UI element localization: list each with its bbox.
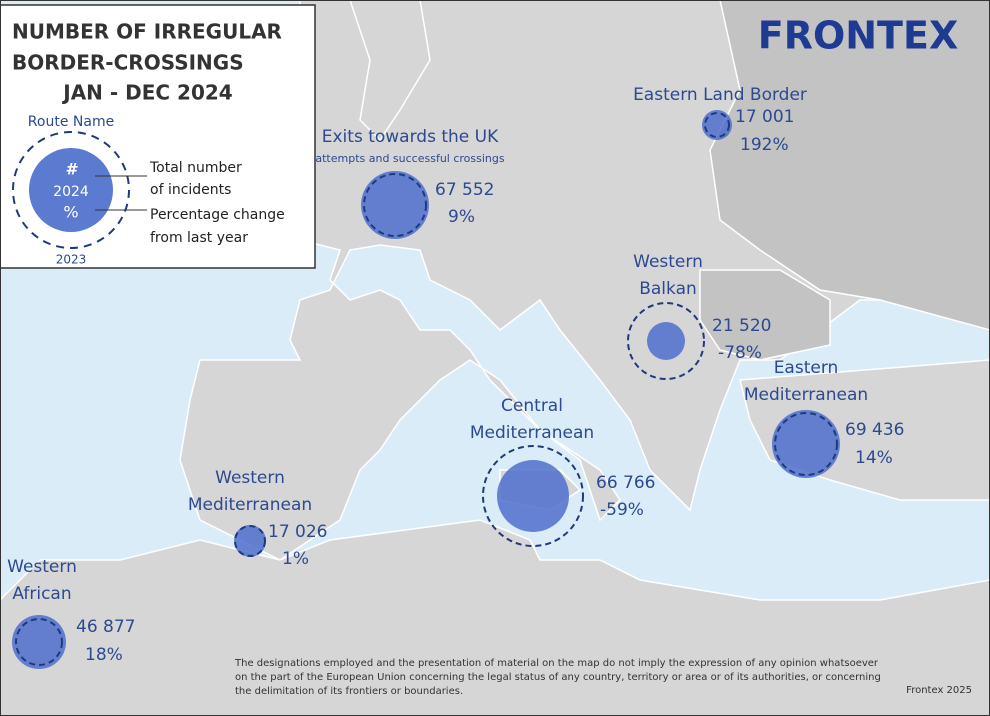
route-name: Mediterranean (188, 495, 312, 515)
route-circle (772, 410, 840, 478)
legend-box (0, 4, 316, 269)
title-line: JAN - DEC 2024 (61, 81, 232, 105)
route-circle (647, 322, 685, 360)
route-change: 9% (448, 207, 475, 227)
legend-circle (29, 148, 113, 232)
legend-desc: Percentage change (150, 207, 285, 223)
route-circle (12, 615, 66, 669)
route-prev-circle (15, 618, 63, 666)
logo: FRONTEX (758, 14, 959, 58)
route-name: Eastern (774, 358, 839, 378)
route-name: Central (501, 396, 563, 416)
romania (699, 269, 831, 361)
route-circle (361, 171, 429, 239)
title-line: BORDER-CROSSINGS (12, 51, 244, 75)
legend-year: 2024 (53, 184, 89, 200)
route-name: Western (7, 557, 77, 577)
route-count: 46 877 (76, 617, 135, 637)
disclaimer: on the part of the European Union concer… (235, 672, 881, 683)
route-circle (702, 110, 732, 140)
route-prev-circle (363, 173, 427, 237)
route-prev-circle (704, 112, 730, 138)
route-name: Eastern Land Border (633, 85, 807, 105)
legend-count: # (65, 160, 78, 179)
route-count: 17 001 (735, 107, 794, 127)
credit: Frontex 2025 (906, 685, 972, 696)
route-prev-circle (774, 412, 838, 476)
legend-desc: of incidents (150, 182, 231, 198)
route-change: 14% (855, 448, 893, 468)
legend-change: % (63, 203, 78, 222)
legend-dashed-circle (12, 131, 130, 249)
route-circle (497, 460, 569, 532)
route-count: 21 520 (712, 316, 771, 336)
route-count: 17 026 (268, 522, 327, 542)
disclaimer: The designations employed and the presen… (234, 658, 879, 669)
route-circle (234, 525, 266, 557)
route-name: African (12, 584, 71, 604)
legend-prev-year: 2023 (56, 253, 87, 267)
route-prev-circle (627, 302, 705, 380)
route-prev-circle (482, 445, 584, 547)
route-count: 67 552 (435, 180, 494, 200)
route-change: 1% (282, 549, 309, 569)
route-change: 18% (85, 645, 123, 665)
route-name: Balkan (639, 279, 697, 299)
uk (349, 0, 431, 142)
route-change: -59% (600, 500, 644, 520)
title-line: NUMBER OF IRREGULAR (12, 20, 282, 44)
legend-desc: Total number (149, 160, 242, 176)
legend-route: Route Name (28, 114, 114, 130)
route-name: Western (633, 252, 703, 272)
route-count: 66 766 (596, 473, 655, 493)
route-name: Exits towards the UK (322, 127, 499, 147)
route-count: 69 436 (845, 420, 904, 440)
route-name: Western (215, 468, 285, 488)
legend-desc: from last year (150, 230, 248, 246)
disclaimer: the delimitation of its frontiers or bou… (235, 686, 463, 697)
legend: NUMBER OF IRREGULAR BORDER-CROSSINGS JAN… (0, 4, 316, 269)
route-name: Mediterranean (470, 423, 594, 443)
route-change: -78% (718, 343, 762, 363)
route-note: attempts and successful crossings (315, 152, 505, 165)
route-change: 192% (740, 135, 789, 155)
route-name: Mediterranean (744, 385, 868, 405)
africa (0, 519, 990, 716)
route-prev-circle (234, 525, 266, 557)
